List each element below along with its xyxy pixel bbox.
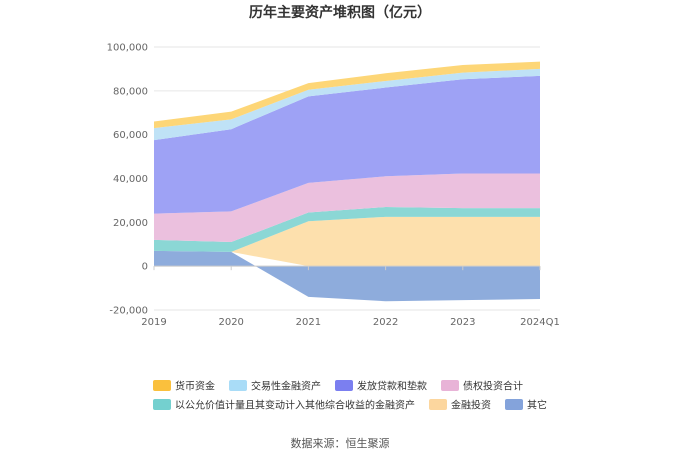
legend-label: 金融投资	[451, 399, 491, 412]
legend-label: 债权投资合计	[463, 380, 523, 393]
legend-item[interactable]: 货币资金	[153, 380, 215, 393]
legend-label: 发放贷款和垫款	[357, 380, 427, 393]
y-tick-label: -20,000	[109, 306, 148, 317]
y-tick-label: 100,000	[107, 43, 148, 54]
stacked-areas	[154, 61, 540, 302]
legend-swatch	[229, 380, 247, 391]
legend-swatch	[153, 380, 171, 391]
x-tick-label: 2023	[450, 317, 475, 328]
legend-label: 货币资金	[175, 380, 215, 393]
y-tick-label: 80,000	[113, 86, 148, 97]
legend-item[interactable]: 债权投资合计	[441, 380, 523, 393]
data-source-text: 数据来源：恒生聚源	[291, 436, 390, 450]
x-tick-label: 2022	[373, 317, 398, 328]
legend: 货币资金 交易性金融资产 发放贷款和垫款 债权投资合计以公允价值计量且其变动计入其他综…	[153, 380, 547, 412]
legend-item[interactable]: 其它	[505, 399, 547, 412]
area-series-发放贷款和垫款	[154, 75, 540, 214]
chart-title: 历年主要资产堆积图（亿元）	[249, 4, 431, 21]
area-series-其它	[154, 250, 540, 302]
legend-item[interactable]: 以公允价值计量且其变动计入其他综合收益的金融资产	[153, 399, 415, 412]
x-tick-label: 2020	[218, 317, 243, 328]
area-series-交易性金融资产	[154, 68, 540, 141]
axes: -20,000 0 20,000 40,000 60,000 80,000 100,000 2…	[107, 43, 560, 329]
legend-label: 交易性金融资产	[251, 380, 321, 393]
y-tick-label: 0	[142, 262, 148, 273]
legend-swatch	[335, 380, 353, 391]
legend-label: 以公允价值计量且其变动计入其他综合收益的金融资产	[175, 399, 415, 412]
y-tick-label: 40,000	[113, 174, 148, 185]
area-series-债权投资合计	[154, 173, 540, 243]
x-tick-label: 2019	[141, 317, 166, 328]
x-tick-label: 2021	[296, 317, 321, 328]
area-series-货币资金	[154, 61, 540, 129]
y-tick-label: 60,000	[113, 130, 148, 141]
area-series-以公允价值计量且其变动计入其他综合收益的金融资产	[154, 206, 540, 252]
legend-swatch	[153, 399, 171, 410]
area-series-金融投资	[154, 216, 540, 267]
legend-swatch	[441, 380, 459, 391]
legend-item[interactable]: 发放贷款和垫款	[335, 380, 427, 393]
y-tick-label: 20,000	[113, 218, 148, 229]
legend-swatch	[505, 399, 523, 410]
legend-swatch	[429, 399, 447, 410]
legend-item[interactable]: 交易性金融资产	[229, 380, 321, 393]
legend-label: 其它	[527, 399, 547, 412]
legend-item[interactable]: 金融投资	[429, 399, 491, 412]
x-tick-label: 2024Q1	[520, 317, 560, 328]
